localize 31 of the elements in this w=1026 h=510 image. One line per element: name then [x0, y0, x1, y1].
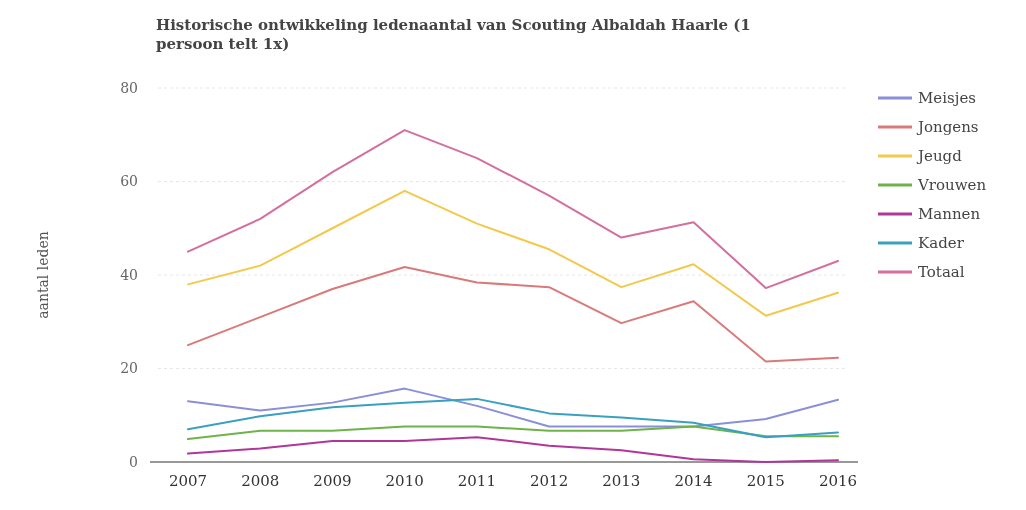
- legend-label: Jeugd: [916, 147, 963, 166]
- x-tick-label: 2012: [530, 472, 569, 490]
- x-tick-label: 2016: [818, 472, 858, 490]
- line-series: [187, 189, 839, 317]
- legend-label: Kader: [918, 234, 965, 253]
- y-tick-label: 80: [120, 79, 138, 96]
- line-series: [187, 129, 839, 290]
- x-tick-label: 2015: [746, 472, 785, 490]
- legend-label: Jongens: [916, 118, 979, 137]
- x-tick-label: 2007: [168, 472, 208, 490]
- y-tick-label: 40: [120, 266, 138, 283]
- x-tick-label: 2013: [602, 472, 641, 490]
- legend-label: Vrouwen: [917, 176, 987, 195]
- y-tick-label: 20: [120, 360, 138, 377]
- line-series: [187, 266, 839, 363]
- x-tick-label: 2014: [674, 472, 713, 490]
- x-tick-label: 2008: [241, 472, 280, 490]
- x-tick-label: 2011: [457, 472, 496, 490]
- line-series: [187, 387, 839, 428]
- legend-label: Totaal: [918, 263, 965, 282]
- x-tick-label: 2009: [313, 472, 352, 490]
- line-series: [187, 425, 839, 441]
- y-axis-title: aantal leden: [35, 231, 51, 319]
- legend-label: Mannen: [918, 205, 981, 224]
- y-tick-label: 60: [120, 173, 138, 190]
- x-tick-label: 2010: [385, 472, 424, 490]
- legend-label: Meisjes: [918, 89, 976, 108]
- line-series: [187, 397, 839, 439]
- chart-title: Historische ontwikkeling ledenaantal van Scouting Albaldah Haarle (1 persoon telt 1x): [156, 16, 751, 53]
- y-tick-label: 0: [129, 453, 138, 470]
- line-series: [187, 436, 839, 463]
